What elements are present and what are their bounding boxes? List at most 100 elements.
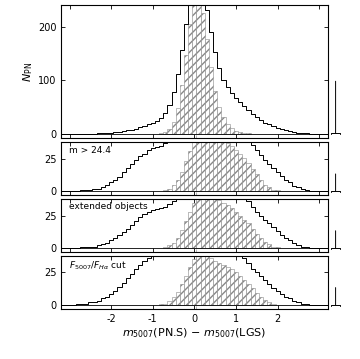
Bar	[230, 208, 234, 248]
Bar	[167, 129, 171, 134]
Bar	[247, 284, 251, 305]
Bar	[159, 304, 163, 305]
Text: m > 24.4: m > 24.4	[69, 146, 111, 155]
Bar	[201, 129, 205, 191]
Bar	[263, 185, 267, 191]
Bar	[192, 202, 197, 248]
Bar	[205, 192, 209, 248]
Bar	[167, 246, 171, 248]
Bar	[234, 272, 238, 305]
Bar	[234, 131, 238, 134]
Bar	[192, 260, 197, 305]
Bar	[176, 108, 180, 134]
Bar	[267, 302, 271, 305]
Bar	[238, 154, 242, 191]
Bar	[167, 188, 171, 191]
Bar	[180, 172, 184, 191]
Text: $F_{5007}/F_{H\alpha}$ cut: $F_{5007}/F_{H\alpha}$ cut	[69, 259, 127, 272]
Bar	[188, 267, 192, 305]
Bar	[180, 85, 184, 134]
Bar	[238, 216, 242, 248]
Bar	[163, 304, 167, 305]
Text: extended objects: extended objects	[69, 202, 148, 211]
Bar	[242, 219, 247, 248]
Bar	[226, 267, 230, 305]
Bar	[171, 297, 176, 305]
Bar	[234, 212, 238, 248]
Bar	[201, 13, 205, 134]
X-axis label: $m_{5007}$(PN.S) $-$ $m_{5007}$(LGS): $m_{5007}$(PN.S) $-$ $m_{5007}$(LGS)	[122, 326, 266, 340]
Bar	[209, 67, 213, 134]
Bar	[184, 55, 188, 134]
Bar	[217, 200, 221, 248]
Bar	[221, 265, 226, 305]
Bar	[267, 244, 271, 248]
Bar	[188, 151, 192, 191]
Bar	[171, 185, 176, 191]
Bar	[209, 130, 213, 191]
Bar	[259, 180, 263, 191]
Bar	[163, 247, 167, 248]
Bar	[271, 304, 275, 305]
Bar	[188, 212, 192, 248]
Bar	[242, 280, 247, 305]
Bar	[221, 202, 226, 248]
Bar	[267, 187, 271, 191]
Bar	[259, 238, 263, 248]
Bar	[184, 162, 188, 191]
Bar	[275, 190, 280, 191]
Bar	[209, 258, 213, 305]
Bar	[176, 180, 180, 191]
Bar	[176, 292, 180, 305]
Bar	[184, 221, 188, 248]
Bar	[167, 301, 171, 305]
Bar	[213, 134, 217, 191]
Bar	[217, 107, 221, 134]
Bar	[255, 293, 259, 305]
Bar	[230, 128, 234, 134]
Bar	[188, 24, 192, 134]
Bar	[205, 256, 209, 305]
Bar	[221, 141, 226, 191]
Bar	[171, 122, 176, 134]
Bar	[197, 133, 201, 191]
Bar	[197, 256, 201, 305]
Bar	[238, 132, 242, 134]
Bar	[184, 276, 188, 305]
Bar	[176, 238, 180, 248]
Bar	[271, 190, 275, 191]
Bar	[217, 137, 221, 191]
Bar	[255, 234, 259, 248]
Bar	[226, 143, 230, 191]
Bar	[180, 284, 184, 305]
Bar	[197, 195, 201, 248]
Bar	[209, 194, 213, 248]
Bar	[201, 254, 205, 305]
Bar	[271, 247, 275, 248]
Bar	[213, 197, 217, 248]
Bar	[238, 276, 242, 305]
Bar	[163, 132, 167, 134]
Y-axis label: $N_{\mathrm{PN}}$: $N_{\mathrm{PN}}$	[21, 62, 35, 82]
Bar	[171, 243, 176, 248]
Bar	[263, 300, 267, 305]
Bar	[221, 117, 226, 134]
Bar	[205, 39, 209, 134]
Bar	[242, 158, 247, 191]
Bar	[251, 229, 255, 248]
Bar	[163, 190, 167, 191]
Bar	[259, 297, 263, 305]
Bar	[247, 163, 251, 191]
Bar	[213, 261, 217, 305]
Bar	[213, 90, 217, 134]
Bar	[251, 288, 255, 305]
Bar	[247, 223, 251, 248]
Bar	[226, 205, 230, 248]
Bar	[263, 242, 267, 248]
Bar	[197, 0, 201, 134]
Bar	[192, 3, 197, 134]
Bar	[226, 124, 230, 134]
Bar	[217, 264, 221, 305]
Bar	[255, 174, 259, 191]
Bar	[180, 230, 184, 248]
